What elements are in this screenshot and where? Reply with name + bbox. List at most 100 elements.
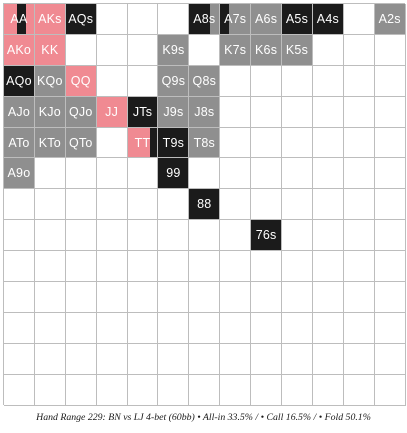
hand-cell[interactable]: AKs (34, 4, 66, 35)
hand-cell[interactable] (158, 374, 190, 406)
hand-cell[interactable] (4, 251, 35, 283)
hand-cell[interactable]: K6s (251, 34, 283, 66)
hand-cell[interactable]: TT (127, 127, 159, 159)
hand-cell[interactable] (312, 127, 344, 159)
hand-cell[interactable] (127, 158, 159, 190)
hand-cell[interactable]: 76s (251, 220, 283, 252)
hand-cell[interactable] (251, 127, 283, 159)
hand-cell[interactable] (312, 251, 344, 283)
hand-cell[interactable] (4, 220, 35, 252)
hand-cell[interactable] (343, 374, 375, 406)
hand-cell[interactable] (34, 282, 66, 313)
hand-cell[interactable] (189, 220, 221, 252)
hand-cell[interactable] (343, 34, 375, 66)
hand-cell[interactable] (251, 343, 283, 375)
hand-cell[interactable] (343, 158, 375, 190)
hand-cell[interactable]: KQo (34, 65, 66, 97)
hand-cell[interactable] (343, 312, 375, 344)
hand-cell[interactable] (96, 189, 128, 221)
hand-cell[interactable] (158, 282, 190, 313)
hand-cell[interactable] (4, 343, 35, 375)
hand-cell[interactable] (65, 374, 97, 406)
hand-cell[interactable] (65, 343, 97, 375)
hand-cell[interactable] (251, 189, 283, 221)
hand-cell[interactable] (189, 282, 221, 313)
hand-cell[interactable] (96, 312, 128, 344)
hand-cell[interactable] (374, 189, 406, 221)
hand-cell[interactable]: AA (4, 4, 35, 35)
hand-cell[interactable] (282, 282, 313, 313)
hand-cell[interactable]: Q9s (158, 65, 190, 97)
hand-cell[interactable] (127, 4, 159, 35)
hand-cell[interactable] (158, 220, 190, 252)
hand-cell[interactable]: K5s (282, 34, 313, 66)
hand-cell[interactable]: 99 (158, 158, 190, 190)
hand-cell[interactable] (34, 374, 66, 406)
hand-cell[interactable] (312, 343, 344, 375)
hand-cell[interactable]: A2s (374, 4, 406, 35)
hand-cell[interactable] (282, 96, 313, 128)
hand-cell[interactable] (282, 220, 313, 252)
hand-cell[interactable] (220, 312, 252, 344)
hand-cell[interactable] (96, 65, 128, 97)
hand-cell[interactable]: T8s (189, 127, 221, 159)
hand-cell[interactable] (65, 282, 97, 313)
hand-cell[interactable] (220, 127, 252, 159)
hand-cell[interactable] (374, 220, 406, 252)
hand-cell[interactable] (312, 34, 344, 66)
hand-cell[interactable] (220, 158, 252, 190)
hand-cell[interactable] (220, 251, 252, 283)
hand-cell[interactable] (65, 312, 97, 344)
hand-cell[interactable] (220, 282, 252, 313)
hand-cell[interactable]: AQs (65, 4, 97, 35)
hand-cell[interactable] (96, 34, 128, 66)
hand-cell[interactable] (158, 189, 190, 221)
hand-cell[interactable] (189, 251, 221, 283)
hand-cell[interactable]: QTo (65, 127, 97, 159)
hand-cell[interactable]: AKo (4, 34, 35, 66)
hand-cell[interactable] (374, 343, 406, 375)
hand-cell[interactable] (65, 34, 97, 66)
hand-cell[interactable] (343, 4, 375, 35)
hand-cell[interactable] (343, 251, 375, 283)
hand-cell[interactable] (374, 374, 406, 406)
hand-cell[interactable] (312, 220, 344, 252)
hand-cell[interactable] (282, 251, 313, 283)
hand-cell[interactable] (127, 251, 159, 283)
hand-cell[interactable] (374, 312, 406, 344)
hand-cell[interactable]: A8s (189, 4, 221, 35)
hand-cell[interactable] (282, 374, 313, 406)
hand-cell[interactable]: A5s (282, 4, 313, 35)
hand-cell[interactable] (4, 374, 35, 406)
hand-cell[interactable] (374, 251, 406, 283)
hand-cell[interactable]: J9s (158, 96, 190, 128)
hand-cell[interactable] (220, 220, 252, 252)
hand-cell[interactable] (282, 65, 313, 97)
hand-cell[interactable]: J8s (189, 96, 221, 128)
hand-cell[interactable] (251, 312, 283, 344)
hand-cell[interactable] (220, 374, 252, 406)
hand-cell[interactable] (96, 4, 128, 35)
hand-cell[interactable] (96, 220, 128, 252)
hand-cell[interactable]: A4s (312, 4, 344, 35)
hand-cell[interactable] (189, 34, 221, 66)
hand-cell[interactable]: QQ (65, 65, 97, 97)
hand-cell[interactable]: JTs (127, 96, 159, 128)
hand-cell[interactable] (282, 127, 313, 159)
hand-cell[interactable] (282, 343, 313, 375)
hand-cell[interactable] (127, 189, 159, 221)
hand-cell[interactable] (158, 251, 190, 283)
hand-cell[interactable] (96, 158, 128, 190)
hand-cell[interactable] (343, 127, 375, 159)
hand-cell[interactable] (96, 343, 128, 375)
hand-cell[interactable] (343, 96, 375, 128)
hand-cell[interactable] (374, 96, 406, 128)
hand-cell[interactable] (312, 189, 344, 221)
hand-cell[interactable] (158, 4, 190, 35)
hand-cell[interactable] (127, 282, 159, 313)
hand-cell[interactable] (4, 189, 35, 221)
hand-cell[interactable] (312, 158, 344, 190)
hand-cell[interactable] (65, 251, 97, 283)
hand-cell[interactable]: A7s (220, 4, 252, 35)
hand-cell[interactable] (343, 282, 375, 313)
